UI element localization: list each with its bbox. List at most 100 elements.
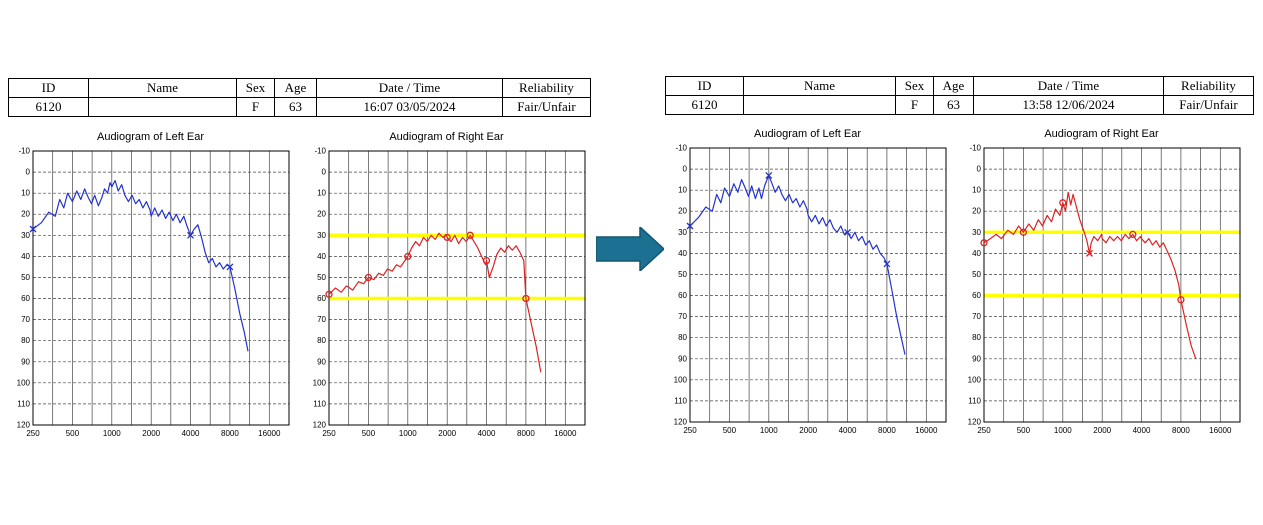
- audiogram-plot-area: -10 0 10 20 30 40 50 60 70 80 90 100 110 120 250 500 100…: [663, 142, 950, 438]
- value-sex: F: [236, 97, 275, 117]
- svg-text:2000: 2000: [1093, 426, 1111, 435]
- svg-text:60: 60: [317, 294, 326, 303]
- svg-text:60: 60: [21, 294, 30, 303]
- svg-text:500: 500: [362, 429, 376, 438]
- table-header-row: ID Name Sex Age Date / Time Reliability: [8, 78, 591, 98]
- svg-text:110: 110: [674, 396, 687, 405]
- audiogram-right-ear-after: Audiogram of Right Ear -10 0 10 20 30 40 50 60 7…: [957, 128, 1246, 438]
- svg-text:500: 500: [723, 426, 737, 435]
- svg-text:0: 0: [26, 168, 31, 177]
- audiogram-plot-area: -10 0 10 20 30 40 50 60 70 80 90 100 110 120 250 500 100…: [302, 145, 589, 441]
- header-reliability: Reliability: [502, 78, 591, 98]
- svg-text:10: 10: [678, 186, 687, 195]
- svg-text:-10: -10: [314, 147, 326, 156]
- svg-text:16000: 16000: [554, 429, 577, 438]
- patient-info-table-after: ID Name Sex Age Date / Time Reliability …: [665, 76, 1254, 115]
- svg-text:120: 120: [968, 418, 982, 427]
- svg-text:20: 20: [317, 210, 326, 219]
- svg-text:40: 40: [972, 249, 981, 258]
- svg-text:-10: -10: [675, 144, 687, 153]
- header-age: Age: [274, 78, 317, 98]
- svg-text:16000: 16000: [1209, 426, 1232, 435]
- svg-text:-10: -10: [969, 144, 981, 153]
- svg-text:30: 30: [21, 231, 30, 240]
- svg-text:120: 120: [17, 421, 31, 430]
- svg-text:50: 50: [21, 273, 30, 282]
- svg-text:110: 110: [968, 396, 981, 405]
- svg-text:0: 0: [683, 165, 688, 174]
- value-datetime: 13:58 12/06/2024: [973, 95, 1164, 115]
- audiogram-plot-area: -10 0 10 20 30 40 50 60 70 80 90 100 110 120 250 500 100…: [957, 142, 1244, 438]
- chart-title: Audiogram of Right Ear: [389, 131, 504, 143]
- header-reliability: Reliability: [1163, 76, 1254, 96]
- svg-text:250: 250: [683, 426, 697, 435]
- svg-text:30: 30: [972, 228, 981, 237]
- svg-text:40: 40: [678, 249, 687, 258]
- value-id: 6120: [8, 97, 89, 117]
- header-name: Name: [88, 78, 237, 98]
- svg-text:100: 100: [313, 378, 327, 387]
- value-reliability: Fair/Unfair: [502, 97, 591, 117]
- value-name: [743, 95, 896, 115]
- svg-text:80: 80: [678, 333, 687, 342]
- right-arrow-icon: [595, 225, 666, 273]
- svg-text:120: 120: [313, 421, 327, 430]
- header-name: Name: [743, 76, 896, 96]
- svg-text:70: 70: [972, 312, 981, 321]
- svg-text:40: 40: [317, 252, 326, 261]
- svg-text:2000: 2000: [438, 429, 456, 438]
- svg-text:4000: 4000: [478, 429, 496, 438]
- svg-text:500: 500: [66, 429, 80, 438]
- svg-text:60: 60: [678, 291, 687, 300]
- header-id: ID: [665, 76, 744, 96]
- svg-text:10: 10: [21, 189, 30, 198]
- svg-text:1000: 1000: [1054, 426, 1072, 435]
- svg-text:30: 30: [317, 231, 326, 240]
- svg-text:8000: 8000: [1172, 426, 1190, 435]
- svg-text:250: 250: [322, 429, 336, 438]
- svg-text:80: 80: [317, 336, 326, 345]
- audiogram-left-ear-before: Audiogram of Left Ear -10 0 10 20 30 40 50 60 70…: [6, 131, 295, 441]
- value-age: 63: [933, 95, 974, 115]
- svg-text:10: 10: [972, 186, 981, 195]
- audiogram-plot-area: -10 0 10 20 30 40 50 60 70 80 90 100 110 120 250 500 100…: [6, 145, 293, 441]
- table-value-row: 6120 F 63 16:07 03/05/2024 Fair/Unfair: [8, 97, 591, 117]
- svg-text:50: 50: [678, 270, 687, 279]
- svg-text:120: 120: [674, 418, 688, 427]
- header-age: Age: [933, 76, 974, 96]
- table-value-row: 6120 F 63 13:58 12/06/2024 Fair/Unfair: [665, 95, 1254, 115]
- header-sex: Sex: [895, 76, 934, 96]
- svg-text:40: 40: [21, 252, 30, 261]
- header-datetime: Date / Time: [316, 78, 503, 98]
- svg-text:0: 0: [977, 165, 982, 174]
- svg-text:16000: 16000: [915, 426, 938, 435]
- value-datetime: 16:07 03/05/2024: [316, 97, 503, 117]
- svg-text:90: 90: [21, 357, 30, 366]
- audiogram-right-ear-before: Audiogram of Right Ear -10 0 10 20 30 40 50 60 7…: [302, 131, 591, 441]
- svg-text:70: 70: [317, 315, 326, 324]
- svg-text:250: 250: [26, 429, 40, 438]
- svg-text:4000: 4000: [839, 426, 857, 435]
- svg-text:1000: 1000: [399, 429, 417, 438]
- value-reliability: Fair/Unfair: [1163, 95, 1254, 115]
- svg-text:4000: 4000: [1133, 426, 1151, 435]
- svg-text:90: 90: [678, 354, 687, 363]
- svg-text:110: 110: [17, 399, 30, 408]
- svg-text:8000: 8000: [221, 429, 239, 438]
- header-sex: Sex: [236, 78, 275, 98]
- svg-text:20: 20: [678, 207, 687, 216]
- chart-title: Audiogram of Right Ear: [1044, 128, 1159, 140]
- chart-title: Audiogram of Left Ear: [753, 128, 861, 140]
- table-header-row: ID Name Sex Age Date / Time Reliability: [665, 76, 1254, 96]
- svg-text:10: 10: [317, 189, 326, 198]
- svg-text:0: 0: [322, 168, 327, 177]
- svg-text:250: 250: [977, 426, 991, 435]
- svg-text:20: 20: [21, 210, 30, 219]
- svg-text:50: 50: [972, 270, 981, 279]
- svg-text:30: 30: [678, 228, 687, 237]
- svg-text:100: 100: [17, 378, 31, 387]
- svg-text:50: 50: [317, 273, 326, 282]
- svg-text:90: 90: [972, 354, 981, 363]
- svg-text:90: 90: [317, 357, 326, 366]
